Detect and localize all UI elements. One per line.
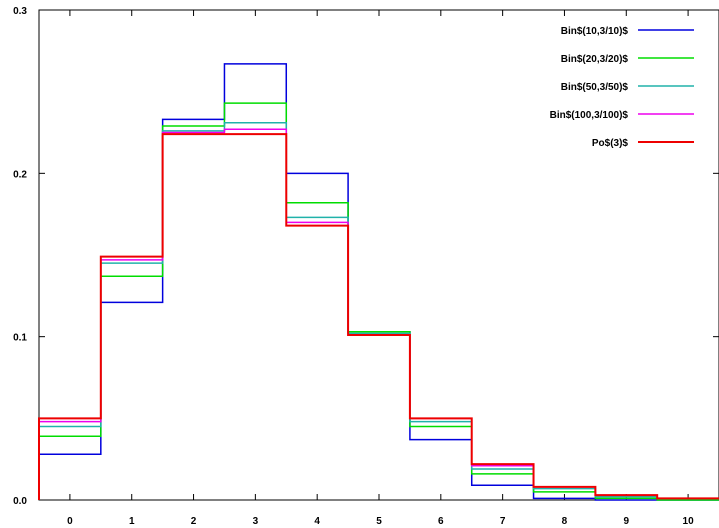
y-tick-label: 0.2: [13, 169, 27, 180]
y-tick-label: 0.0: [13, 496, 27, 507]
series-lines: [38, 63, 719, 501]
x-tick-label: 6: [438, 516, 444, 527]
x-tick-label: 4: [314, 516, 320, 527]
x-tick-label: 1: [129, 516, 135, 527]
x-tick-label: 8: [562, 516, 568, 527]
x-tick-label: 9: [623, 516, 629, 527]
series-line-2: [38, 121, 719, 500]
x-tick-label: 3: [253, 516, 259, 527]
x-tick-label: 7: [500, 516, 506, 527]
series-line-1: [38, 102, 719, 501]
legend: Bin$(10,3/10)$ Bin$(20,3/20)$ Bin$(50,3/50…: [550, 26, 694, 149]
series-line-4: [38, 133, 719, 500]
x-tick-label: 10: [683, 516, 695, 527]
y-tick-label: 0.3: [13, 6, 27, 17]
legend-label-0: Bin$(10,3/10)$: [561, 26, 629, 37]
series-line-3: [38, 128, 719, 500]
legend-label-1: Bin$(20,3/20)$: [561, 54, 629, 65]
series-line-0: [38, 63, 719, 501]
y-tick-label: 0.1: [13, 333, 27, 344]
x-tick-label: 0: [67, 516, 73, 527]
legend-label-3: Bin$(100,3/100)$: [550, 110, 629, 121]
x-tick-label: 5: [376, 516, 382, 527]
legend-label-2: Bin$(50,3/50)$: [561, 82, 629, 93]
x-tick-label: 2: [191, 516, 197, 527]
legend-label-4: Po$(3)$: [592, 138, 629, 149]
